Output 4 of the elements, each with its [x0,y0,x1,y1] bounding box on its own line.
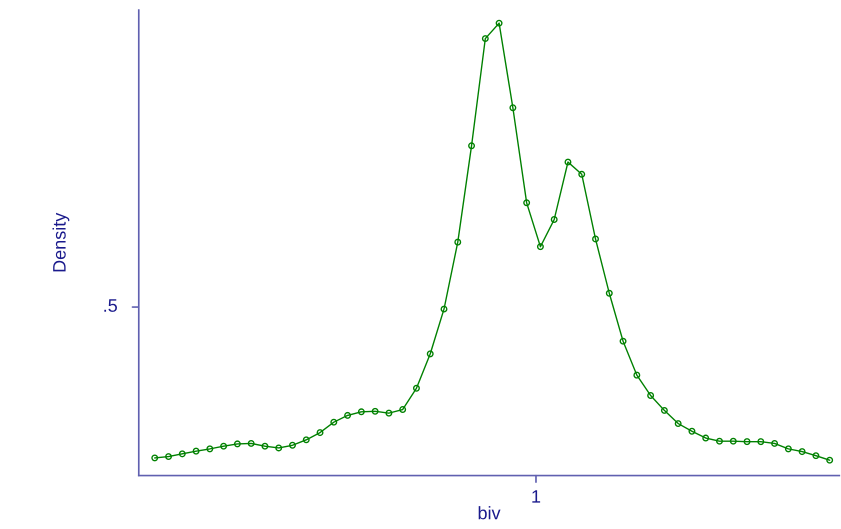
text: 1 [532,490,540,503]
text: .5 [104,299,117,312]
x-axis-title: biv [478,506,501,520]
y-axis-title: Density [52,212,70,272]
